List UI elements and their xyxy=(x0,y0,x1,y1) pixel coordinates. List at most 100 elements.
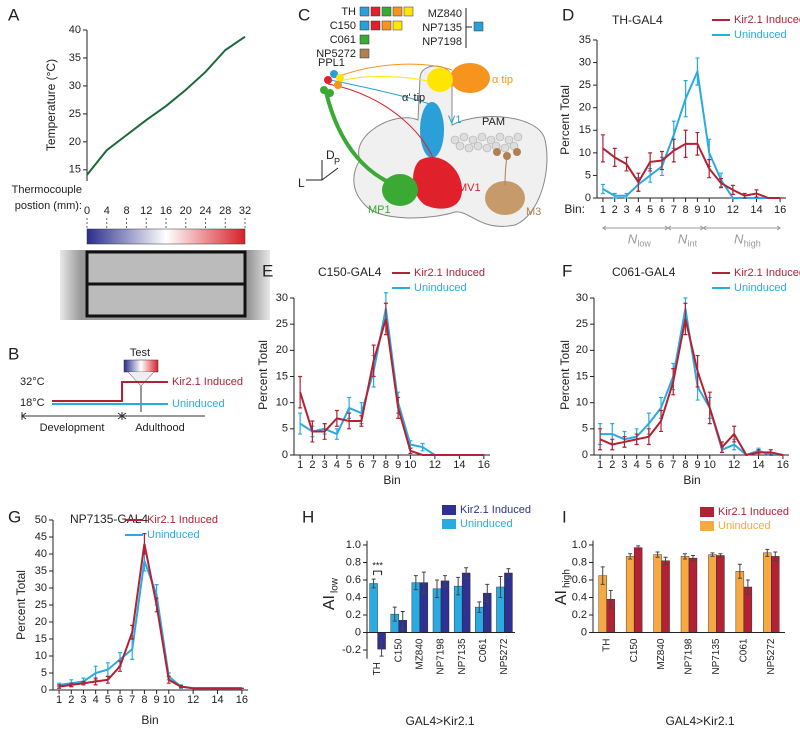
y-tick-label: 35 xyxy=(35,565,47,577)
x-tick-label: 4 xyxy=(104,205,110,217)
y-tick-label: 35 xyxy=(579,34,591,46)
axis-p: P xyxy=(334,156,340,166)
y-tick-label: 15 xyxy=(576,370,588,382)
x-tick-label: 4 xyxy=(635,204,641,216)
y-tick-label: 10 xyxy=(35,650,47,662)
error-bar xyxy=(464,567,469,579)
legend-swatch xyxy=(442,505,456,515)
panel-letter: E xyxy=(262,261,273,280)
x-tick-label: 2 xyxy=(68,694,74,706)
y-tick-label: 0.6 xyxy=(346,574,361,586)
panel-letter: D xyxy=(562,5,574,24)
legend-label: Uninduced xyxy=(734,282,787,294)
x-tick-label: 1 xyxy=(600,204,606,216)
x-tick-label: 3 xyxy=(621,459,627,471)
legend-label: Kir2.1 Induced xyxy=(460,504,531,516)
y-tick-label: 30 xyxy=(35,582,47,594)
y-tick-label: 20 xyxy=(35,616,47,628)
uninduced-label: Uninduced xyxy=(172,398,225,410)
x-tick-label: 12 xyxy=(727,204,739,216)
line-swatch xyxy=(359,48,370,59)
ppl1-cell xyxy=(320,86,328,94)
legend-swatch xyxy=(442,519,456,529)
chart-title: C061-GAL4 xyxy=(612,265,676,279)
x-tick-label: 2 xyxy=(309,459,315,471)
x-tick-label: 32 xyxy=(239,205,251,217)
x-tick-label: 14 xyxy=(453,459,465,471)
y-tick-label: 20 xyxy=(576,344,588,356)
y-axis-label: Percent Total xyxy=(256,340,270,410)
x-tick-label: 14 xyxy=(211,694,223,706)
x-tick-label: NP7198 xyxy=(684,638,695,675)
x-tick-label: 16 xyxy=(160,205,172,217)
y-tick-label: 45 xyxy=(35,531,47,543)
pam-label: PAM xyxy=(482,116,505,128)
y-tick-label: 35 xyxy=(69,52,81,64)
error-bar xyxy=(506,568,511,578)
error-bar xyxy=(456,576,461,596)
bar xyxy=(771,556,780,633)
group-arrow xyxy=(666,225,705,231)
x-tick-label: 12 xyxy=(429,459,441,471)
series-line xyxy=(299,308,484,456)
group-label-sub: int xyxy=(688,238,698,248)
axis-arrows xyxy=(306,160,339,181)
y-tick-label: 40 xyxy=(69,24,81,36)
x-tick-label: 6 xyxy=(358,459,364,471)
group-arrow xyxy=(702,225,781,231)
y-axis-label: AI xyxy=(553,590,570,605)
y-tick-label: 10 xyxy=(579,147,591,159)
y-tick-label: 0 xyxy=(581,626,587,638)
line-swatch xyxy=(403,6,414,17)
x-axis-label: Bin xyxy=(141,713,158,727)
y-tick-label: 0 xyxy=(41,684,47,696)
x-tick-label: TH xyxy=(372,662,383,675)
y-tick-label: 5 xyxy=(585,169,591,181)
color-bar xyxy=(86,228,246,245)
alpha-prime-lobe xyxy=(427,68,453,92)
bar xyxy=(653,554,662,633)
x-tick-label: C150 xyxy=(629,638,640,662)
bar xyxy=(625,556,635,633)
x-axis-label: postion (mm): xyxy=(15,200,82,212)
y-axis-label-sub: high xyxy=(562,569,573,588)
x-tick-label: 3 xyxy=(80,694,86,706)
bar xyxy=(369,583,378,633)
y-tick-label: 0 xyxy=(282,449,288,461)
induced-label: Kir2.1 Induced xyxy=(172,376,243,388)
ppl1-cell xyxy=(324,76,332,84)
legend-swatch xyxy=(700,521,714,531)
series-line xyxy=(86,35,246,176)
y-axis-label: Percent Total xyxy=(558,85,572,155)
legend-label: Uninduced xyxy=(718,520,771,532)
x-tick-label: NP5272 xyxy=(499,638,510,675)
x-tick-label: 9 xyxy=(695,459,701,471)
y-tick-label: 1.0 xyxy=(572,539,587,551)
error-bar xyxy=(443,575,447,587)
error-bar xyxy=(600,183,605,195)
low-temp: 18°C xyxy=(20,397,45,409)
y-tick-label: 30 xyxy=(579,56,591,68)
bracket xyxy=(465,8,472,48)
y-axis-label: Percent Total xyxy=(14,570,28,640)
line-swatch xyxy=(359,6,370,17)
x-tick-label: 1 xyxy=(56,694,62,706)
y-tick-label: 15 xyxy=(579,124,591,136)
x-tick-label: 8 xyxy=(383,459,389,471)
x-axis-label: Bin: xyxy=(564,202,585,216)
y-tick-label: 40 xyxy=(35,548,47,560)
y-tick-label: 20 xyxy=(69,136,81,148)
x-tick-label: 6 xyxy=(659,204,665,216)
x-tick-label: NP7135 xyxy=(711,638,722,675)
mp1-label: MP1 xyxy=(368,204,391,216)
ppl1-label: PPL1 xyxy=(318,57,345,69)
legend-label: Uninduced xyxy=(734,29,787,41)
mv1-label: MV1 xyxy=(458,182,481,194)
y-tick-label: 30 xyxy=(576,292,588,304)
induced-line xyxy=(52,381,168,402)
error-bar xyxy=(745,579,750,595)
legend-label: Uninduced xyxy=(414,282,467,294)
v1 xyxy=(420,102,444,158)
error-bar xyxy=(737,563,742,579)
significance-bracket xyxy=(373,570,383,576)
